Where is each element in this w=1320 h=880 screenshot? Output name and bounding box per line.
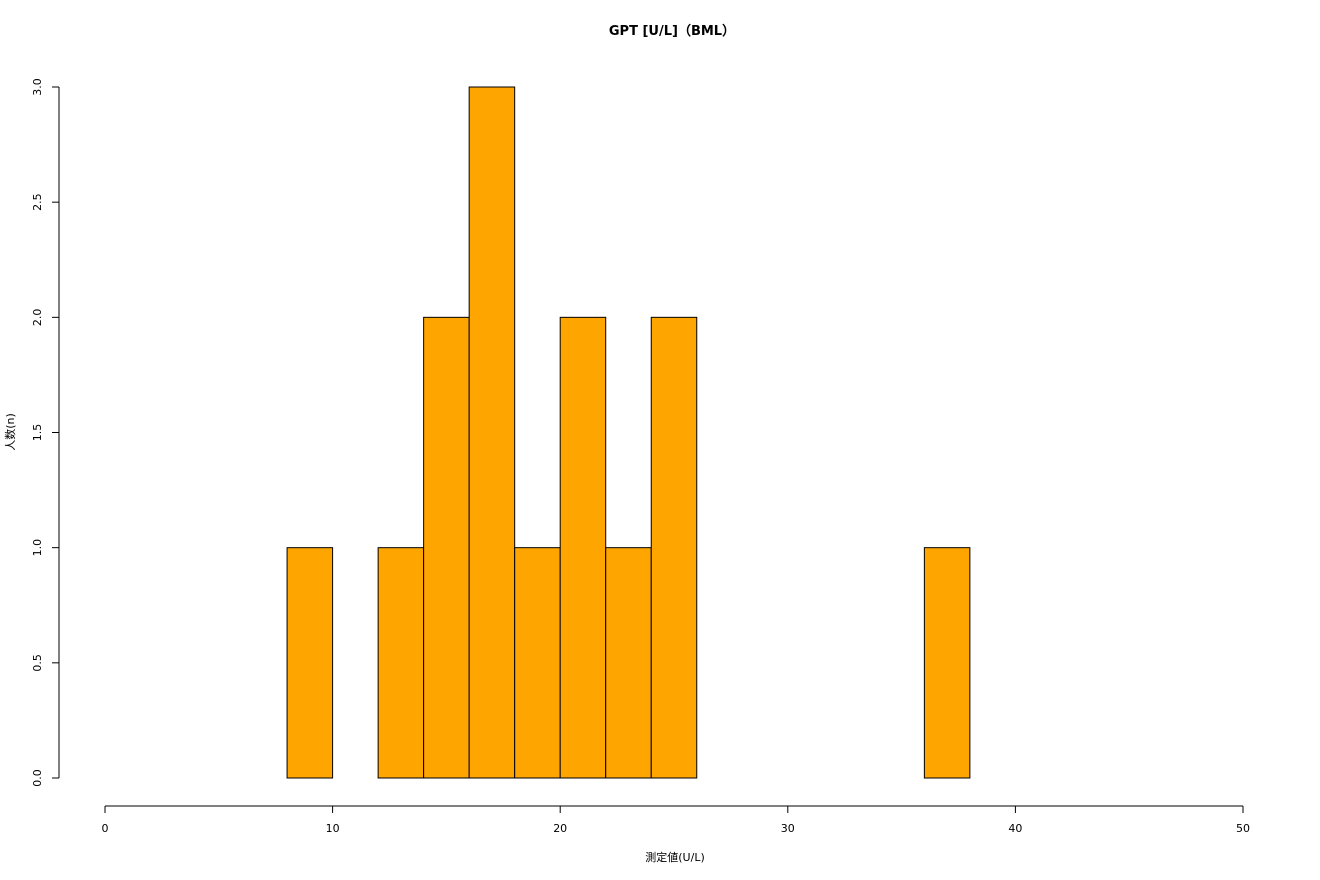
bar [923, 547, 971, 779]
y-tick-label: 2.5 [31, 193, 44, 211]
bar [514, 547, 561, 779]
y-tick-label: 2.0 [31, 309, 44, 327]
bar [377, 547, 425, 779]
y-axis-label: 人数(n) [4, 413, 17, 451]
x-tick-label: 40 [1008, 822, 1022, 835]
bar [559, 316, 607, 779]
y-tick-label: 0.5 [31, 654, 44, 672]
x-tick-label: 10 [326, 822, 340, 835]
x-axis-label: 測定値(U/L) [645, 850, 704, 864]
bar [468, 86, 516, 779]
bar [423, 316, 470, 779]
y-tick-label: 0.0 [31, 769, 44, 787]
chart-title: GPT [U/L]（BML） [609, 23, 735, 39]
x-tick-label: 30 [781, 822, 795, 835]
y-tick-label: 1.0 [31, 539, 44, 557]
x-tick-label: 20 [553, 822, 567, 835]
y-tick-label: 3.0 [31, 78, 44, 96]
x-tick-label: 0 [102, 822, 109, 835]
bar [286, 547, 334, 779]
bar [605, 547, 652, 779]
x-tick-label: 50 [1236, 822, 1250, 835]
bar [650, 316, 698, 779]
y-tick-label: 1.5 [31, 424, 44, 442]
